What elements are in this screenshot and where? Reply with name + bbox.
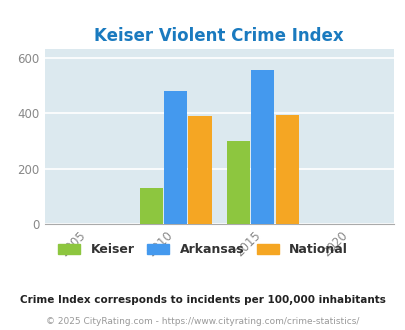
Text: Crime Index corresponds to incidents per 100,000 inhabitants: Crime Index corresponds to incidents per… [20,295,385,305]
Bar [226,141,249,224]
Bar [139,188,162,224]
Bar [251,70,274,224]
Legend: Keiser, Arkansas, National: Keiser, Arkansas, National [53,238,352,261]
Bar [164,91,187,224]
Bar [188,116,211,224]
Title: Keiser Violent Crime Index: Keiser Violent Crime Index [94,27,343,45]
Text: © 2025 CityRating.com - https://www.cityrating.com/crime-statistics/: © 2025 CityRating.com - https://www.city… [46,317,359,326]
Bar [275,115,298,224]
